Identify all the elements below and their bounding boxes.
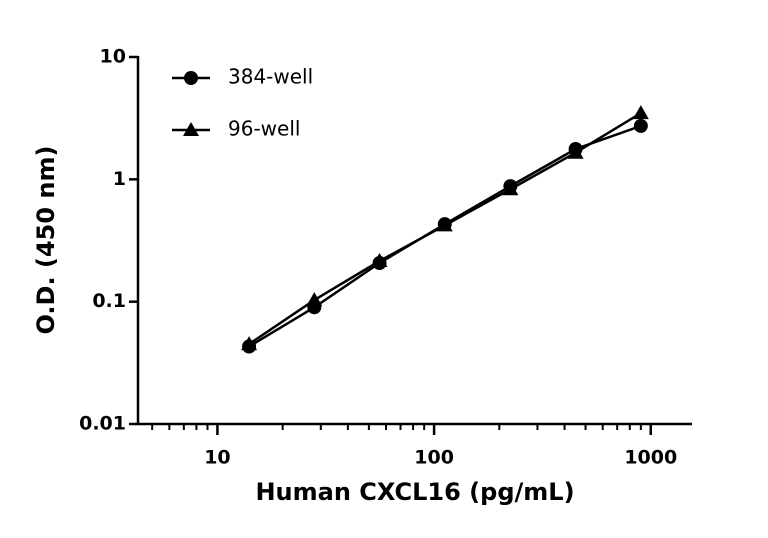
y-tick-label: 0.01: [79, 413, 126, 435]
marker: [633, 118, 648, 133]
marker: [184, 71, 198, 85]
marker: [306, 292, 323, 307]
legend-label: 96-well: [228, 117, 300, 141]
x-axis-label: Human CXCL16 (pg/mL): [255, 478, 574, 506]
y-tick-label: 1: [113, 168, 126, 190]
x-tick-label: 100: [414, 447, 454, 469]
y-tick-label: 10: [100, 46, 126, 68]
marker: [371, 252, 388, 267]
x-tick-label: 10: [204, 447, 230, 469]
series-line: [248, 124, 642, 348]
x-tick-label: 1000: [624, 447, 677, 469]
marker: [502, 181, 519, 196]
marker: [632, 105, 649, 120]
marker: [183, 122, 199, 136]
legend-label: 384-well: [228, 65, 313, 89]
marker: [241, 336, 258, 351]
marker: [567, 144, 584, 159]
marker: [436, 217, 453, 232]
y-tick-label: 0.1: [92, 290, 126, 312]
y-axis-label: O.D. (450 nm): [32, 146, 60, 335]
